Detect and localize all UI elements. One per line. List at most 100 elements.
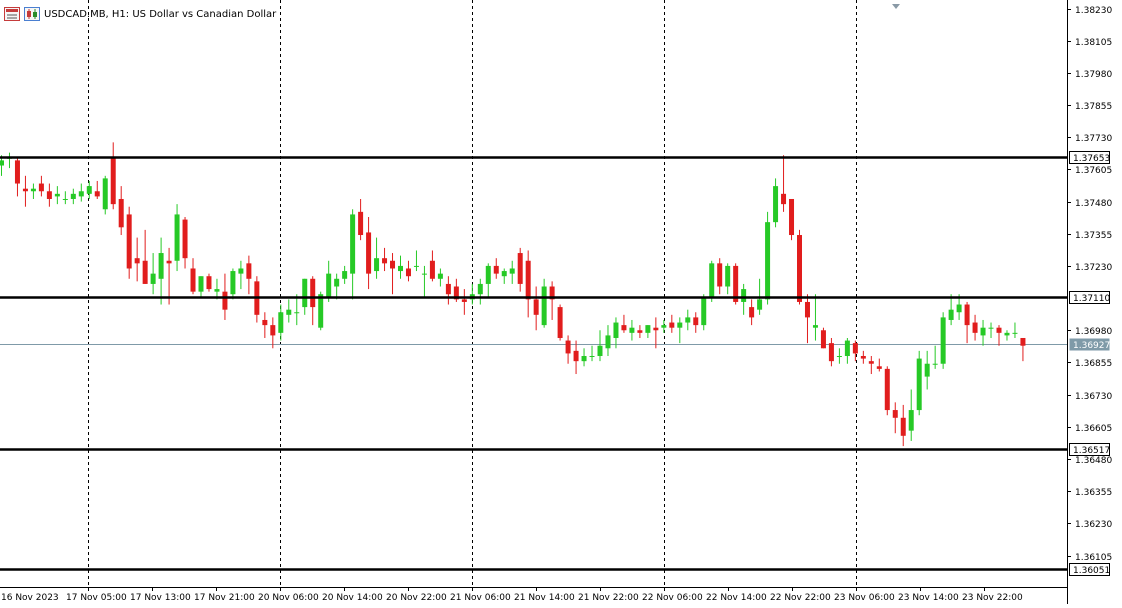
candle-body xyxy=(222,291,228,310)
candle-body xyxy=(637,330,643,333)
price-axis[interactable]: 1.38230 1.38105 1.37980 1.37855 1.37730 1.376… xyxy=(1067,6,1112,563)
candle-body xyxy=(525,260,531,300)
candle xyxy=(118,186,124,236)
candle-body xyxy=(533,299,539,315)
candle xyxy=(996,325,1002,346)
horizontal-levels[interactable] xyxy=(0,156,1067,571)
candle-body xyxy=(1012,332,1018,334)
candle xyxy=(214,278,220,300)
candle xyxy=(1004,330,1010,341)
candle xyxy=(445,276,451,305)
candle-body xyxy=(868,361,874,364)
candle xyxy=(190,258,196,295)
candle-body xyxy=(405,268,411,277)
candle-body xyxy=(318,294,324,328)
candle-body xyxy=(350,214,356,274)
candle-body xyxy=(900,417,906,436)
candle-body xyxy=(94,191,100,197)
candle-body xyxy=(501,271,507,277)
candle-body xyxy=(142,260,148,284)
candle-body xyxy=(597,345,603,357)
candle-body xyxy=(892,410,898,418)
candle xyxy=(174,204,180,272)
candle-body xyxy=(765,222,771,300)
candle-body xyxy=(717,263,723,287)
candles xyxy=(0,142,1026,447)
candle-body xyxy=(908,410,914,431)
candle xyxy=(541,278,547,328)
candle-body xyxy=(134,258,140,264)
candle-body xyxy=(78,191,84,197)
price-tick-label: 1.37230 xyxy=(1075,263,1112,273)
candle xyxy=(948,294,954,326)
candle-body xyxy=(0,160,4,166)
candle xyxy=(828,337,834,367)
candle-body xyxy=(645,325,651,333)
price-tick-label: 1.36605 xyxy=(1075,424,1112,434)
shift-marker-icon[interactable] xyxy=(892,4,900,9)
time-tick-label: 20 Nov 22:00 xyxy=(386,593,447,603)
candle xyxy=(597,330,603,362)
candle xyxy=(852,340,858,362)
time-tick-label: 20 Nov 14:00 xyxy=(322,593,383,603)
candle xyxy=(773,178,779,228)
candle-body xyxy=(860,356,866,359)
candle-body xyxy=(557,307,563,338)
candle-body xyxy=(198,276,204,292)
candle-body xyxy=(86,186,92,194)
time-tick-label: 20 Nov 06:00 xyxy=(258,593,319,603)
candle-body xyxy=(876,366,882,369)
candle-body xyxy=(14,160,20,184)
candle xyxy=(884,366,890,416)
candle xyxy=(390,253,396,295)
candle-body xyxy=(820,330,826,349)
chart-window-icon xyxy=(4,7,20,21)
candle-body xyxy=(581,356,587,362)
candle-body xyxy=(390,260,396,269)
candle xyxy=(166,247,172,305)
candle-body xyxy=(836,356,842,358)
candle xyxy=(493,258,499,279)
candle xyxy=(589,345,595,362)
candle-body xyxy=(1020,337,1026,346)
candle xyxy=(294,294,300,326)
candle xyxy=(685,309,691,331)
time-tick-label: 22 Nov 14:00 xyxy=(706,593,767,603)
price-tick-label: 1.36980 xyxy=(1075,327,1112,337)
time-axis[interactable]: 16 Nov 2023 17 Nov 05:00 17 Nov 13:00 17 No… xyxy=(1,587,1023,603)
time-tick-label: 17 Nov 05:00 xyxy=(66,593,127,603)
candle xyxy=(374,237,380,279)
candle xyxy=(900,404,906,447)
candle xyxy=(581,348,587,367)
price-tick-label: 1.37980 xyxy=(1075,70,1112,80)
candle-body xyxy=(804,301,810,318)
candle-body xyxy=(54,193,60,197)
candle xyxy=(669,314,675,333)
level-price-label-box xyxy=(1069,563,1110,576)
candle-body xyxy=(310,278,316,308)
candle-body xyxy=(956,304,962,313)
candle-body xyxy=(653,327,659,331)
candle xyxy=(86,180,92,199)
candle xyxy=(557,304,563,341)
candle xyxy=(725,263,731,295)
candle xyxy=(533,286,539,331)
candle xyxy=(781,155,787,212)
candle xyxy=(278,304,284,341)
candle-body xyxy=(118,198,124,228)
chart-title: USDCAD.MB, H1: US Dollar vs Canadian Dol… xyxy=(44,8,277,20)
candle-body xyxy=(709,263,715,297)
candle-body xyxy=(789,198,795,236)
current-price-label: 1.36927 xyxy=(1073,341,1110,351)
price-tick-label: 1.36105 xyxy=(1075,553,1112,563)
candle xyxy=(549,281,555,320)
candle-body xyxy=(62,198,68,200)
candle-body xyxy=(988,327,994,329)
candle xyxy=(908,389,914,441)
price-tick-label: 1.36230 xyxy=(1075,520,1112,530)
candle-body xyxy=(294,312,300,314)
candle xyxy=(749,299,755,326)
time-tick-label: 21 Nov 06:00 xyxy=(450,593,511,603)
level-price-label: 1.36517 xyxy=(1073,446,1110,456)
